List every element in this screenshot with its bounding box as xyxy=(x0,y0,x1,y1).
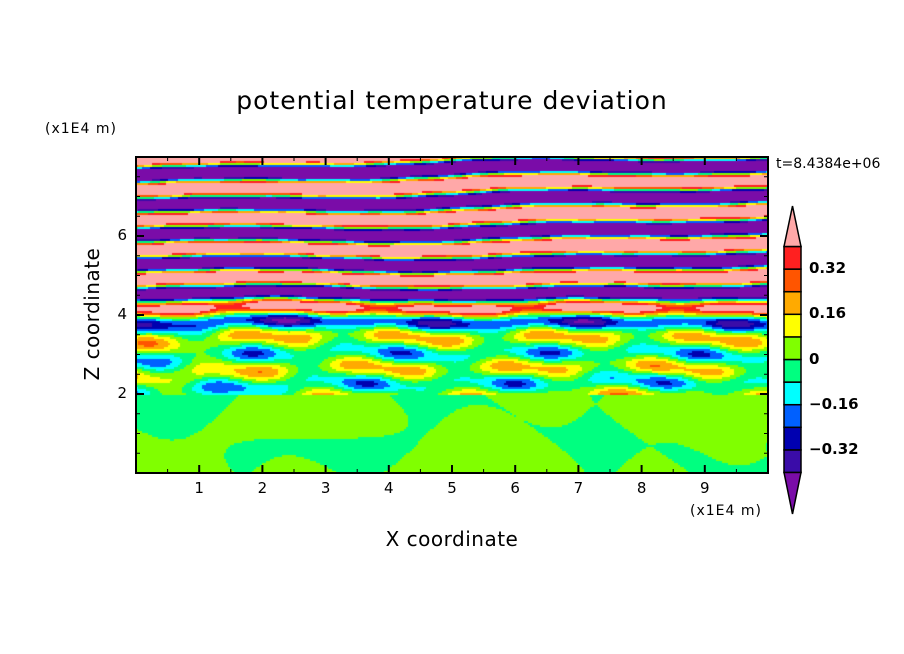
x-tick-label: 1 xyxy=(194,479,204,497)
y-tick-label: 4 xyxy=(117,305,127,323)
time-annotation: t=8.4384e+06 xyxy=(776,156,881,172)
y-axis-unit: (x1E4 m) xyxy=(45,121,117,137)
colorbar-box xyxy=(783,426,802,451)
contour-field xyxy=(136,157,768,473)
x-tick-label: 7 xyxy=(573,479,584,497)
x-tick-label: 8 xyxy=(636,479,647,497)
plot-frame xyxy=(135,156,769,474)
x-tick-label: 6 xyxy=(510,479,520,497)
y-tick-label: 2 xyxy=(117,384,127,402)
chart-title: potential temperature deviation xyxy=(236,86,668,115)
colorbar-label: −0.16 xyxy=(809,394,859,413)
colorbar-label: −0.32 xyxy=(809,439,859,458)
colorbar-box xyxy=(783,403,802,429)
x-axis-unit: (x1E4 m) xyxy=(690,503,762,519)
colorbar-box xyxy=(783,358,802,383)
x-axis-label: X coordinate xyxy=(385,527,519,551)
colorbar-box xyxy=(783,245,802,270)
colorbar-box xyxy=(783,449,802,474)
x-tick-label: 4 xyxy=(384,479,394,497)
colorbar-box xyxy=(783,336,802,361)
colorbar-upper-triangle xyxy=(783,205,802,248)
x-tick-label: 9 xyxy=(700,479,710,497)
x-tick-label: 3 xyxy=(320,479,331,497)
x-tick-label: 2 xyxy=(257,479,268,497)
colorbar-box xyxy=(783,381,802,406)
colorbar-box xyxy=(783,313,802,338)
colorbar-box xyxy=(783,290,802,316)
colorbar-lower-triangle xyxy=(783,471,802,515)
colorbar-label: 0.16 xyxy=(809,304,847,323)
x-tick-label: 5 xyxy=(447,479,457,497)
colorbar-label: 0 xyxy=(809,349,820,368)
y-tick-label: 6 xyxy=(117,226,127,244)
colorbar-label: 0.32 xyxy=(809,259,847,278)
colorbar-box xyxy=(783,268,802,293)
